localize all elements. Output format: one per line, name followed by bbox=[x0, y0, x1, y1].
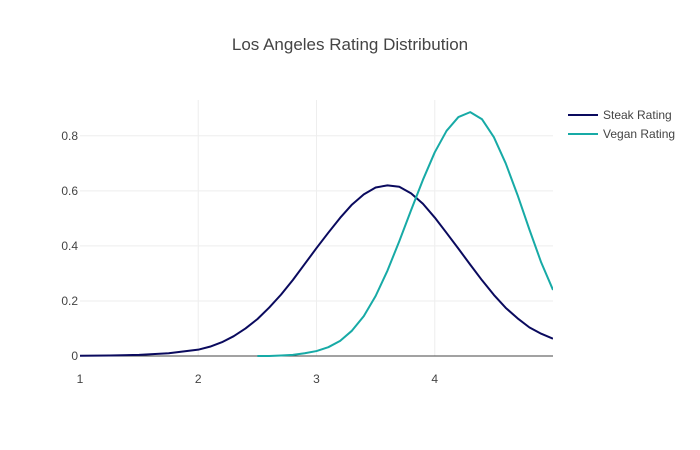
legend[interactable]: Steak Rating Vegan Rating bbox=[568, 108, 675, 141]
x-tick-label: 1 bbox=[77, 372, 84, 386]
axes: 1 2 3 4 0 0.2 0.4 0.6 0.8 bbox=[61, 129, 553, 386]
y-tick-label: 0.2 bbox=[61, 294, 78, 308]
x-tick-label: 4 bbox=[431, 372, 438, 386]
x-tick-label: 2 bbox=[195, 372, 202, 386]
y-tick-label: 0.8 bbox=[61, 129, 78, 143]
plot-area bbox=[80, 111, 553, 357]
legend-label: Vegan Rating bbox=[603, 127, 675, 141]
series-line-vegan-rating bbox=[257, 111, 553, 357]
chart-title: Los Angeles Rating Distribution bbox=[232, 35, 468, 54]
y-tick-label: 0.6 bbox=[61, 184, 78, 198]
legend-item-vegan-rating[interactable]: Vegan Rating bbox=[568, 127, 675, 141]
grid bbox=[80, 100, 553, 356]
legend-label: Steak Rating bbox=[603, 108, 672, 122]
x-tick-label: 3 bbox=[313, 372, 320, 386]
y-tick-label: 0.4 bbox=[61, 239, 78, 253]
series-line-steak-rating bbox=[80, 184, 553, 357]
y-tick-label: 0 bbox=[71, 349, 78, 363]
legend-item-steak-rating[interactable]: Steak Rating bbox=[568, 108, 672, 122]
